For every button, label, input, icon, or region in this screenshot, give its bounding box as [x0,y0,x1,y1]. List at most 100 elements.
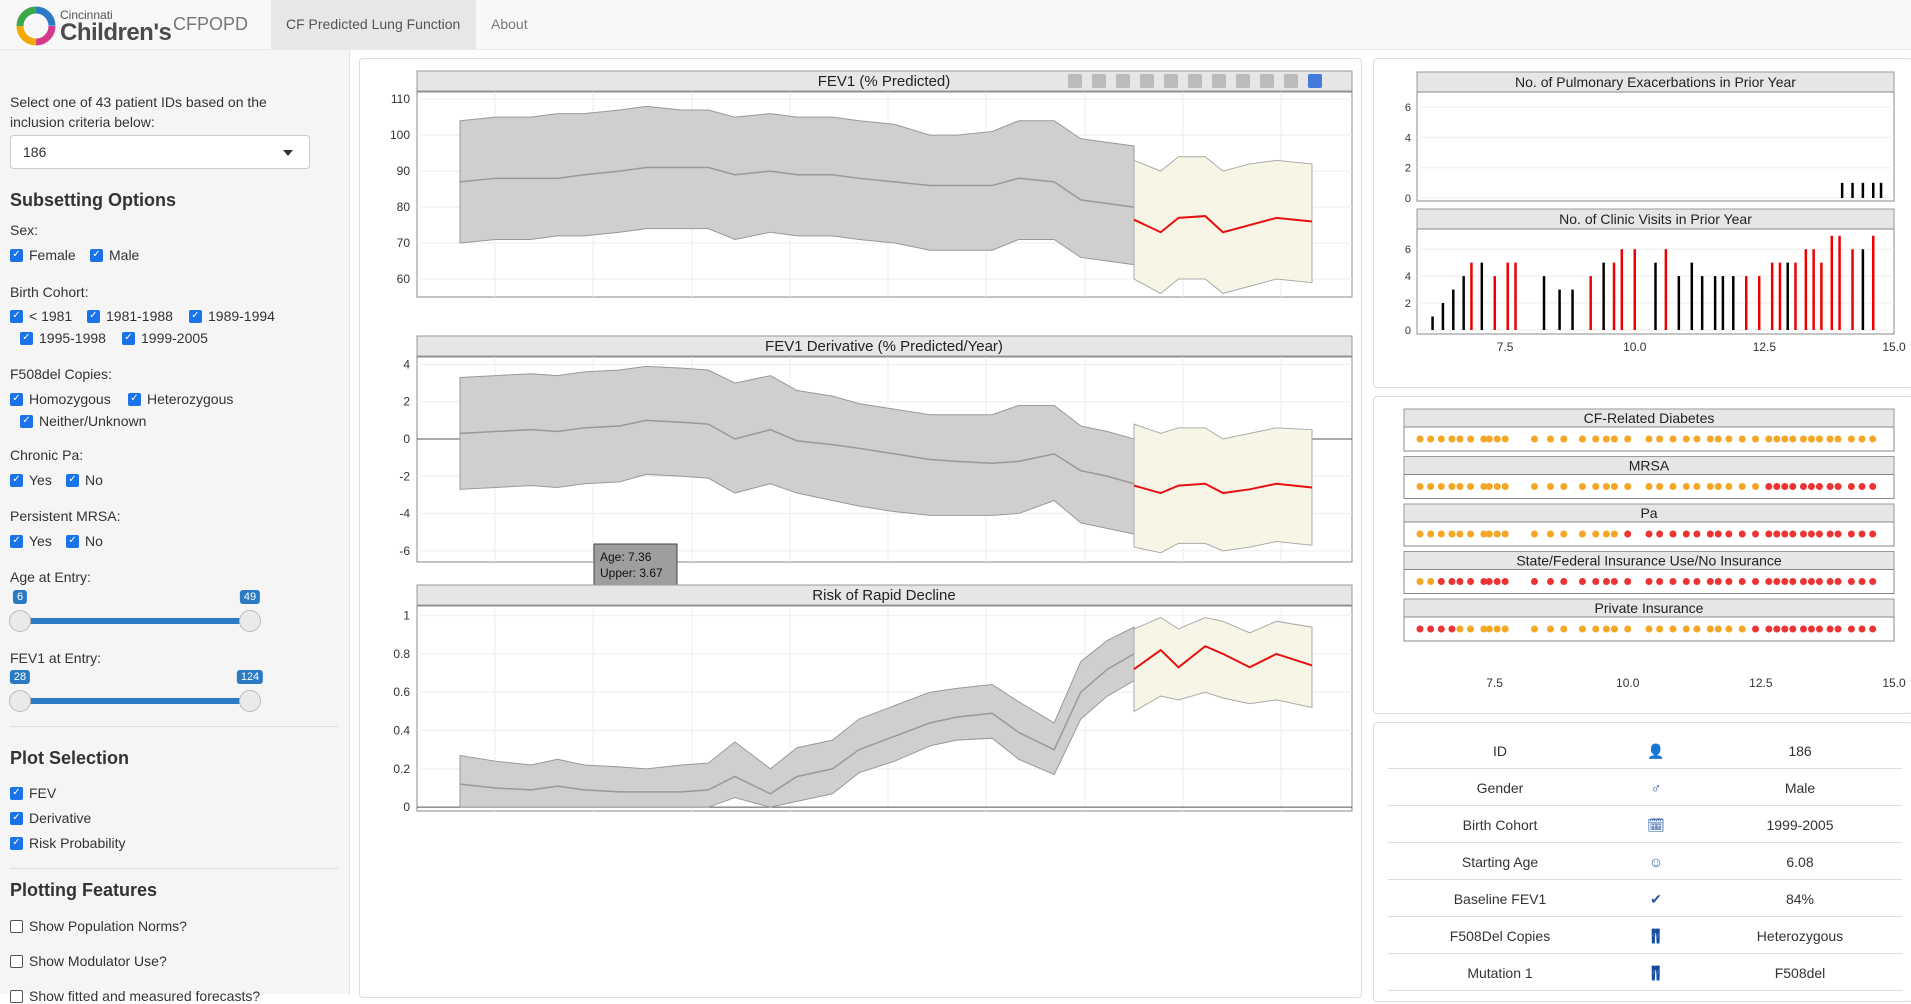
app-brand[interactable]: CFPOPD [173,14,248,35]
zoom-out-icon[interactable] [1164,74,1178,88]
status-dot [1502,531,1509,538]
events-bar-charts[interactable]: No. of Pulmonary Exacerbations in Prior … [1374,59,1911,389]
slider-max-label: 49 [240,590,260,604]
status-strip[interactable]: Private Insurance [1404,599,1894,641]
status-strip[interactable]: CF-Related Diabetes [1404,409,1894,451]
fev-entry-slider[interactable]: 28 124 [20,670,250,710]
status-strip[interactable]: MRSA [1404,457,1894,499]
status-strip[interactable]: Pa [1404,504,1894,546]
x-tick-label: 12.5 [1749,676,1773,690]
y-tick-label: -2 [399,469,410,483]
status-dot [1646,626,1653,633]
checkbox-cohort-1995-1998[interactable]: ✓ 1995-1998 [20,330,106,346]
y-tick-label: 60 [397,272,411,286]
checkbox-mrsa-yes[interactable]: ✓ Yes [10,533,52,549]
checkbox-heterozygous[interactable]: ✓ Heterozygous [128,391,233,407]
checkbox-homozygous[interactable]: ✓ Homozygous [10,391,111,407]
checkbox-plot-fev[interactable]: ✓ FEV [10,785,56,801]
checkbox-cohort-1999-2005[interactable]: ✓ 1999-2005 [122,330,208,346]
checkbox-neither-unknown[interactable]: ✓ Neither/Unknown [20,413,146,429]
age-entry-slider[interactable]: 6 49 [20,590,250,630]
status-dot [1869,483,1876,490]
status-dot [1624,436,1631,443]
status-dot [1603,578,1610,585]
status-dot [1683,626,1690,633]
area-chart-0[interactable]: FEV1 (% Predicted) 60 70 80 90 100 110 [390,71,1352,297]
slider-handle-min[interactable] [9,610,31,632]
status-dot [1427,436,1434,443]
checkbox-fitted-forecasts[interactable]: Show fitted and measured forecasts? [10,988,260,1004]
patient-id-value: 186 [23,144,46,160]
home-icon[interactable] [1212,74,1226,88]
status-dot [1560,483,1567,490]
info-value: Heterozygous [1757,928,1843,944]
status-dot [1646,483,1653,490]
tab-about[interactable]: About [491,16,528,32]
tab-cf-predicted-lung-function[interactable]: CF Predicted Lung Function [286,16,460,32]
status-dot [1752,578,1759,585]
status-dot [1725,483,1732,490]
status-dot [1611,483,1618,490]
status-strip-charts[interactable]: CF-Related Diabetes MRSA Pa State/Federal I… [1374,397,1911,715]
spike-lines-icon[interactable] [1236,74,1250,88]
camera-icon[interactable] [1068,74,1082,88]
hover-compare-icon[interactable] [1284,74,1298,88]
y-tick-label: 2 [403,395,410,409]
patient-id-select[interactable]: 186 [10,135,310,169]
slider-handle-min[interactable] [9,690,31,712]
status-dot [1859,578,1866,585]
status-dot [1592,578,1599,585]
plotly-logo-icon[interactable] [1308,74,1322,88]
status-dot [1715,531,1722,538]
status-dot [1739,578,1746,585]
checkbox-cohort-1981-1988[interactable]: ✓ 1981-1988 [87,308,173,324]
status-dot [1835,531,1842,538]
status-dot [1739,483,1746,490]
checkbox-checked-icon: ✓ [90,249,103,262]
y-tick-label: 6 [1405,244,1411,256]
status-strip[interactable]: State/Federal Insurance Use/No Insurance [1404,552,1894,594]
info-row: F508Del Copies 👖 Heterozygous [1388,917,1902,954]
y-tick-label: 70 [397,236,411,250]
slider-track [20,618,250,624]
zoom-in-icon[interactable] [1140,74,1154,88]
checkbox-pa-yes[interactable]: ✓ Yes [10,472,52,488]
checkbox-cohort-lt1981[interactable]: ✓ < 1981 [10,308,72,324]
checkbox-female[interactable]: ✓ Female [10,247,76,263]
checkbox-cohort-1989-1994[interactable]: ✓ 1989-1994 [189,308,275,324]
status-dot [1427,626,1434,633]
slider-handle-max[interactable] [239,690,261,712]
status-dot [1603,626,1610,633]
status-dot [1859,483,1866,490]
checkbox-male[interactable]: ✓ Male [90,247,139,263]
checkbox-mrsa-no[interactable]: ✓ No [66,533,103,549]
checkbox-plot-derivative[interactable]: ✓ Derivative [10,810,91,826]
bar-chart[interactable]: No. of Clinic Visits in Prior Year 0 2 4 6 7.… [1405,209,1906,354]
checkbox-modulator-use[interactable]: Show Modulator Use? [10,953,167,969]
status-dot [1611,578,1618,585]
status-dot [1816,531,1823,538]
checkbox-label: Female [29,247,76,263]
autoscale-icon[interactable] [1188,74,1202,88]
hover-closest-icon[interactable] [1260,74,1274,88]
pan-icon[interactable] [1116,74,1130,88]
person-icon: 👤 [1647,743,1664,760]
status-dot [1656,531,1663,538]
checkbox-label: Show fitted and measured forecasts? [29,988,260,1004]
status-dot [1827,436,1834,443]
slider-handle-max[interactable] [239,610,261,632]
bar-chart[interactable]: No. of Pulmonary Exacerbations in Prior … [1405,72,1894,205]
status-dot [1669,626,1676,633]
area-chart-2[interactable]: Risk of Rapid Decline 0 0.2 0.4 0.6 0.8 1 [393,585,1352,814]
checkbox-pa-no[interactable]: ✓ No [66,472,103,488]
cincinnati-childrens-logo[interactable]: Cincinnati Children's [14,2,164,48]
zoom-icon[interactable] [1092,74,1106,88]
y-tick-label: 0.4 [393,724,410,738]
status-dot [1835,578,1842,585]
patient-select-label: Select one of 43 patient IDs based on th… [10,92,310,132]
status-dot [1707,626,1714,633]
checkbox-population-norms[interactable]: Show Population Norms? [10,918,187,934]
checkbox-plot-risk[interactable]: ✓ Risk Probability [10,835,125,851]
area-chart-1[interactable]: FEV1 Derivative (% Predicted/Year) -6 -4 -2… [399,336,1352,600]
